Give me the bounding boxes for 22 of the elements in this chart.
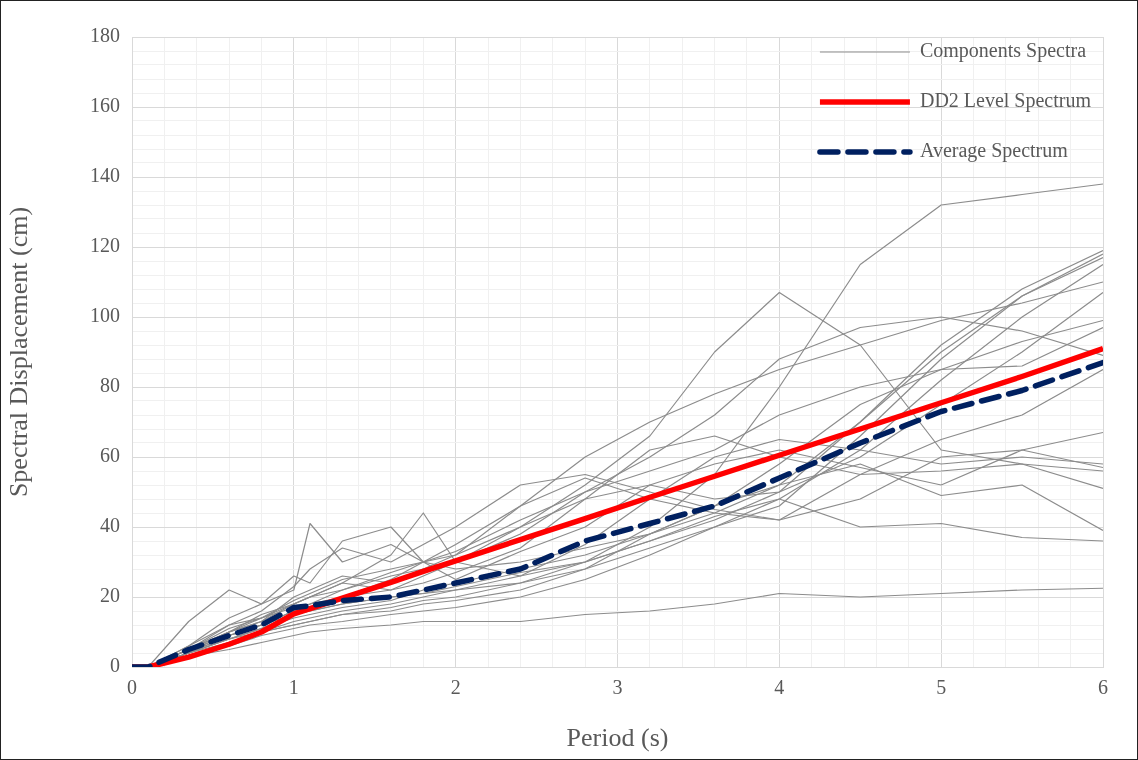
y-tick-label: 180 — [90, 24, 120, 47]
x-axis-title: Period (s) — [566, 723, 669, 753]
y-tick-label: 40 — [100, 514, 120, 537]
y-tick-label: 120 — [90, 234, 120, 257]
y-axis-title: Spectral Displacement (cm) — [4, 206, 34, 498]
legend-label: Average Spectrum — [919, 139, 1069, 163]
legend-label: Components Spectra — [919, 39, 1087, 63]
x-tick-label: 5 — [936, 676, 947, 699]
y-tick-label: 160 — [90, 94, 120, 117]
y-tick-label: 80 — [100, 374, 120, 397]
x-tick-label: 4 — [774, 676, 785, 699]
x-tick-label: 1 — [288, 676, 299, 699]
y-tick-label: 20 — [100, 584, 120, 607]
x-tick-label: 0 — [127, 676, 137, 699]
y-tick-label: 100 — [90, 304, 120, 327]
x-tick-label: 2 — [450, 676, 461, 699]
y-tick-label: 0 — [110, 654, 120, 677]
y-tick-label: 140 — [90, 164, 120, 187]
x-tick-label: 6 — [1098, 676, 1108, 699]
y-tick-label: 60 — [100, 444, 120, 467]
legend-label: DD2 Level Spectrum — [919, 89, 1092, 113]
x-tick-label: 3 — [612, 676, 623, 699]
